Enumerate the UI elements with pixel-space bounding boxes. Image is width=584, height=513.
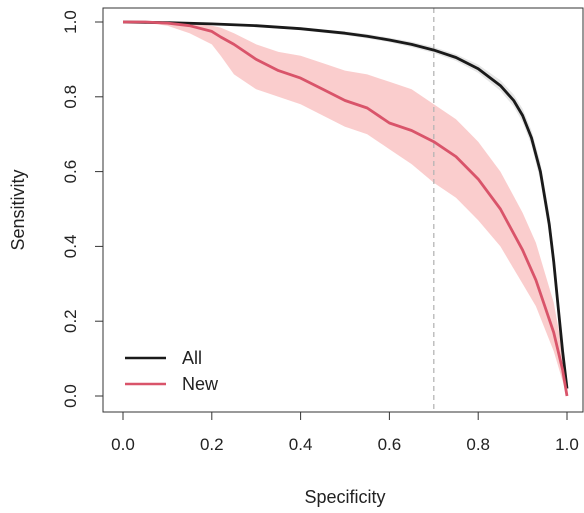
y-axis-label: Sensitivity xyxy=(8,169,28,250)
legend-label-new: New xyxy=(182,374,219,394)
confidence-bands xyxy=(123,22,567,396)
x-tick-label: 0.2 xyxy=(200,435,224,454)
x-tick-label: 0.0 xyxy=(111,435,135,454)
x-axis-label: Specificity xyxy=(304,487,385,507)
line-new xyxy=(123,20,569,397)
line-all xyxy=(122,20,569,389)
y-tick-label: 0.4 xyxy=(61,235,80,259)
y-tick-label: 0.0 xyxy=(61,384,80,408)
y-tick-label: 0.2 xyxy=(61,309,80,333)
legend: All New xyxy=(125,348,219,394)
y-tick-label: 0.6 xyxy=(61,160,80,184)
x-tick-label: 1.0 xyxy=(555,435,579,454)
band-new xyxy=(123,22,567,396)
y-tick-label: 0.8 xyxy=(61,85,80,109)
x-tick-label: 0.8 xyxy=(466,435,490,454)
y-axis: 0.0 0.2 0.4 0.6 0.8 1.0 xyxy=(61,10,104,408)
x-tick-label: 0.6 xyxy=(378,435,402,454)
series-lines xyxy=(122,20,569,397)
y-tick-label: 1.0 xyxy=(61,10,80,34)
x-axis: 0.0 0.2 0.4 0.6 0.8 1.0 xyxy=(111,411,579,454)
legend-label-all: All xyxy=(182,348,202,368)
x-tick-label: 0.4 xyxy=(289,435,313,454)
